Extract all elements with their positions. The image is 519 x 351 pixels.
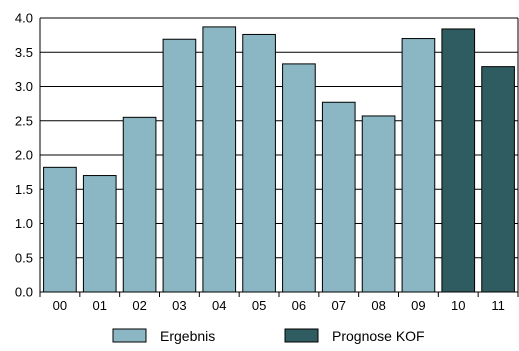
bar-08: [361, 115, 396, 293]
bar-04: [202, 26, 237, 293]
bar-05: [242, 33, 276, 293]
bar-10: [441, 28, 476, 293]
x-tick-label: 07: [332, 298, 346, 313]
legend-swatch-1: [112, 328, 147, 343]
x-tick-label: 05: [252, 298, 266, 313]
bar-02: [122, 116, 157, 293]
y-tick-label: 2.0: [15, 148, 33, 163]
gridlines: [40, 17, 518, 259]
y-tick-label: 0.5: [15, 250, 33, 265]
x-tick-label: 08: [371, 298, 385, 313]
x-tick-label: 01: [93, 298, 107, 313]
bar-11: [481, 66, 515, 293]
y-tick-labels: 0.0 0.5 1.0 1.5 2.0 2.5 3.0 3.5 4.0: [15, 11, 33, 300]
y-tick-label: 2.5: [15, 113, 33, 128]
axes: [39, 18, 519, 297]
y-tick-label: 0.0: [15, 285, 33, 300]
x-tick-label: 03: [172, 298, 186, 313]
legend-label: Prognose KOF: [332, 328, 425, 344]
y-tick-label: 4.0: [15, 11, 33, 26]
y-tick-label: 1.0: [15, 216, 33, 231]
x-tick-label: 11: [491, 298, 505, 313]
bar-09: [401, 38, 436, 293]
y-tick-label: 1.5: [15, 182, 33, 197]
bar-07: [321, 101, 356, 293]
x-tick-label: 10: [451, 298, 465, 313]
bar-00: [43, 166, 77, 293]
bar-03: [162, 38, 197, 293]
x-tick-label: 09: [411, 298, 425, 313]
legend-swatch-2: [284, 328, 319, 343]
legend: Ergebnis Prognose KOF: [112, 328, 425, 344]
bar-06: [282, 63, 316, 293]
bars: [43, 26, 515, 293]
x-tick-label: 02: [132, 298, 146, 313]
legend-label: Ergebnis: [160, 328, 215, 344]
bar-01: [82, 175, 117, 293]
x-tick-label: 04: [212, 298, 226, 313]
y-tick-label: 3.0: [15, 79, 33, 94]
x-tick-label: 00: [53, 298, 67, 313]
x-tick-labels: 00 01 02 03 04 05 06 07 08 09 10 11: [53, 298, 505, 313]
y-tick-label: 3.5: [15, 45, 33, 60]
x-tick-label: 06: [292, 298, 306, 313]
